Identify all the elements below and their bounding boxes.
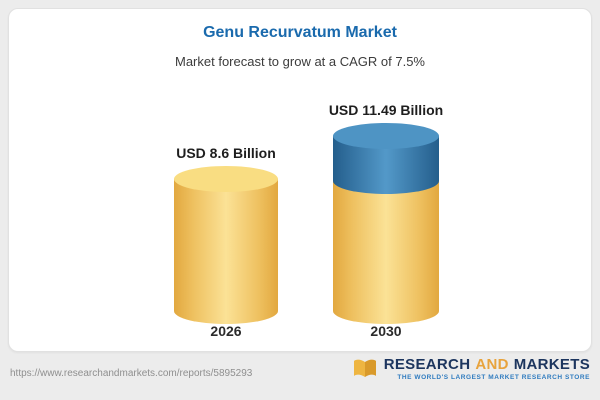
logo-wordmark: RESEARCH AND MARKETS [384,357,590,372]
value-label-2030: USD 11.49 Billion [328,102,444,118]
value-label-2026: USD 8.6 Billion [176,145,276,161]
logo-word-research: RESEARCH [383,356,471,373]
bar-2030 [333,123,439,324]
category-label-2026: 2026 [210,323,242,339]
logo-text: RESEARCH AND MARKETS THE WORLD'S LARGEST… [384,357,590,382]
bar-2026 [174,166,278,324]
report-url: https://www.researchandmarkets.com/repor… [10,368,253,379]
chart-subtitle: Market forecast to grow at a CAGR of 7.5… [175,54,425,69]
research-and-markets-logo: RESEARCH AND MARKETS THE WORLD'S LARGEST… [352,357,590,382]
chart-title: Genu Recurvatum Market [203,24,397,41]
chart-card: Genu Recurvatum Market Market forecast t… [8,8,592,352]
open-book-icon [353,359,376,378]
logo-word-markets: MARKETS [513,356,590,373]
logo-tagline: THE WORLD'S LARGEST MARKET RESEARCH STOR… [397,374,590,381]
logo-word-and: AND [475,356,509,373]
category-label-2030: 2030 [370,323,402,339]
cylinder-bar-chart [174,123,439,324]
